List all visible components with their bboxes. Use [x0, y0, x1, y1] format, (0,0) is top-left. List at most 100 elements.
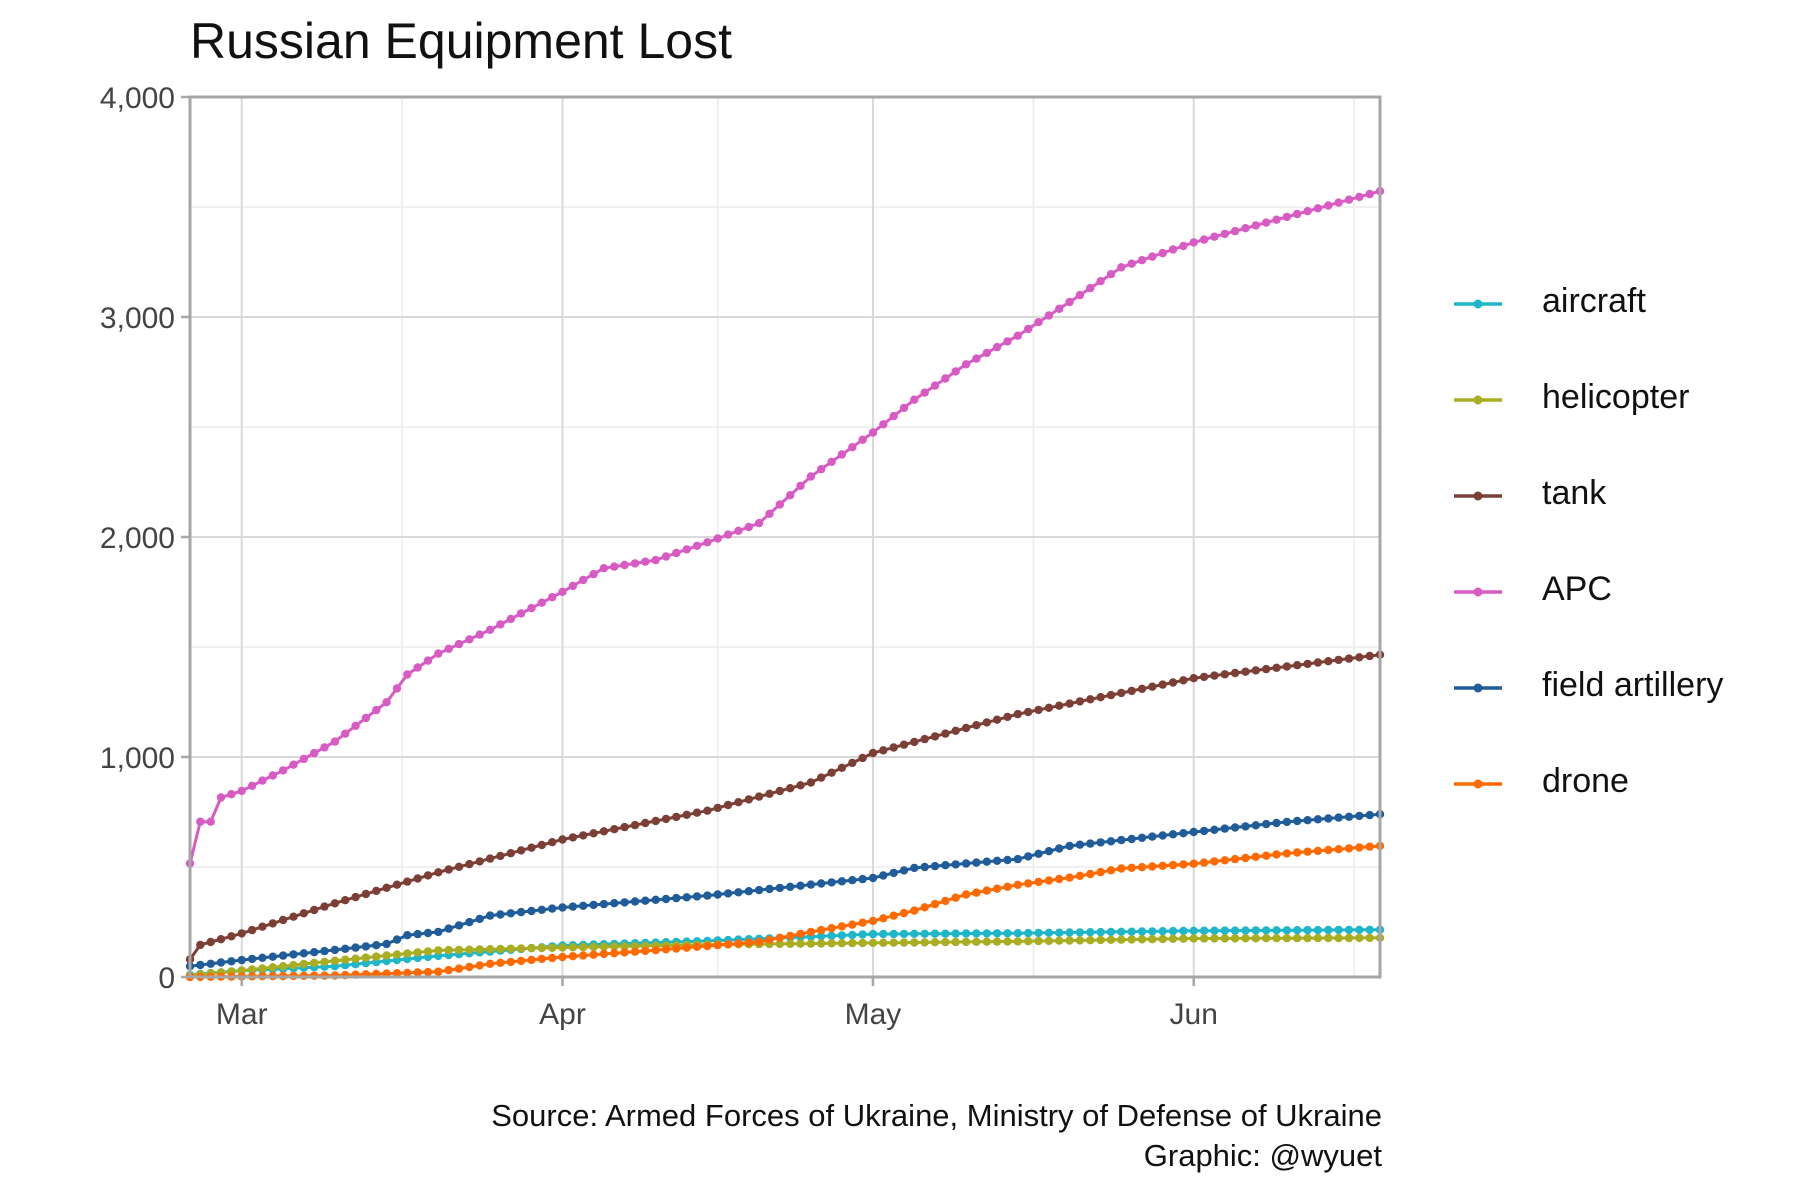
y-axis-tick-labels: 0 1,000 2,000 3,000 4,000	[100, 82, 175, 995]
data-point	[992, 929, 1002, 938]
data-point	[579, 951, 588, 960]
data-point	[1055, 701, 1064, 710]
data-point	[1344, 844, 1354, 853]
data-point	[734, 888, 743, 897]
data-point	[775, 883, 784, 893]
data-point	[672, 944, 681, 953]
data-point	[1293, 661, 1302, 670]
data-point	[1023, 928, 1033, 938]
data-point	[1199, 826, 1209, 836]
data-point	[775, 786, 784, 796]
data-point	[516, 846, 526, 855]
data-point	[216, 793, 226, 802]
data-point	[227, 932, 236, 941]
data-point	[848, 938, 857, 948]
data-point	[485, 945, 495, 954]
data-point	[961, 360, 971, 369]
data-point	[1023, 937, 1033, 946]
legend-item-APC: APC	[1452, 560, 1772, 656]
data-point	[868, 929, 878, 939]
data-point	[910, 938, 919, 947]
data-point	[765, 884, 774, 894]
data-point	[1230, 926, 1240, 935]
data-point	[723, 940, 733, 949]
data-point	[713, 803, 722, 813]
data-point	[1127, 834, 1136, 844]
data-point	[1106, 270, 1116, 279]
data-point	[817, 773, 826, 782]
data-point	[744, 795, 753, 804]
data-point	[765, 789, 774, 798]
data-point	[1303, 207, 1312, 216]
data-point	[723, 800, 733, 810]
data-point	[216, 958, 226, 967]
data-point	[1272, 663, 1281, 672]
data-point	[858, 918, 867, 927]
data-point	[1272, 215, 1281, 224]
data-point	[1282, 934, 1292, 943]
data-point	[1303, 925, 1312, 935]
data-point	[1220, 670, 1230, 679]
data-point	[858, 435, 867, 444]
data-point	[216, 935, 226, 944]
axis-ticks	[181, 95, 1195, 986]
data-point	[651, 895, 660, 904]
data-point	[972, 354, 981, 363]
data-point	[848, 920, 857, 929]
data-point	[941, 929, 950, 938]
data-point	[568, 952, 578, 961]
data-point	[723, 530, 733, 539]
data-point	[351, 721, 360, 730]
data-point	[382, 883, 391, 892]
data-point	[806, 939, 816, 948]
data-point	[682, 893, 691, 902]
data-point	[1117, 935, 1126, 944]
data-point	[330, 956, 340, 965]
data-point	[351, 943, 360, 952]
data-point	[1106, 690, 1116, 700]
data-point	[1003, 882, 1012, 891]
data-point	[351, 954, 360, 963]
data-point	[692, 808, 702, 817]
data-point	[879, 929, 888, 939]
data-point	[454, 639, 464, 649]
data-point	[1272, 934, 1281, 943]
data-point	[817, 465, 826, 474]
data-point	[630, 559, 640, 568]
data-point	[920, 903, 929, 912]
data-point	[1137, 684, 1147, 693]
data-point	[278, 915, 288, 925]
data-point	[1365, 189, 1374, 199]
data-point	[361, 713, 371, 723]
data-point	[278, 951, 288, 960]
data-point	[1055, 844, 1064, 853]
series-field-artillery	[185, 810, 1385, 971]
data-point	[1117, 263, 1126, 272]
data-point	[796, 939, 805, 948]
data-point	[310, 958, 319, 968]
data-point	[837, 931, 847, 940]
data-point	[951, 937, 960, 947]
data-point	[951, 929, 960, 938]
data-point	[713, 534, 722, 543]
data-point	[827, 924, 836, 933]
data-point	[744, 887, 753, 896]
data-point	[548, 838, 557, 847]
y-tick-label: 0	[158, 962, 175, 995]
data-point	[1262, 664, 1271, 674]
data-point	[579, 575, 588, 585]
data-point	[806, 927, 816, 937]
data-point	[1003, 337, 1012, 346]
data-point	[1148, 252, 1157, 261]
data-point	[1189, 238, 1198, 247]
data-point	[1230, 226, 1240, 236]
data-point	[868, 916, 878, 926]
legend-label: tank	[1542, 474, 1607, 512]
data-point	[579, 901, 588, 910]
data-point	[754, 792, 764, 801]
data-point	[910, 906, 919, 915]
data-point	[1086, 839, 1095, 848]
data-point	[299, 909, 308, 918]
data-point	[620, 942, 629, 951]
data-point	[641, 557, 650, 566]
